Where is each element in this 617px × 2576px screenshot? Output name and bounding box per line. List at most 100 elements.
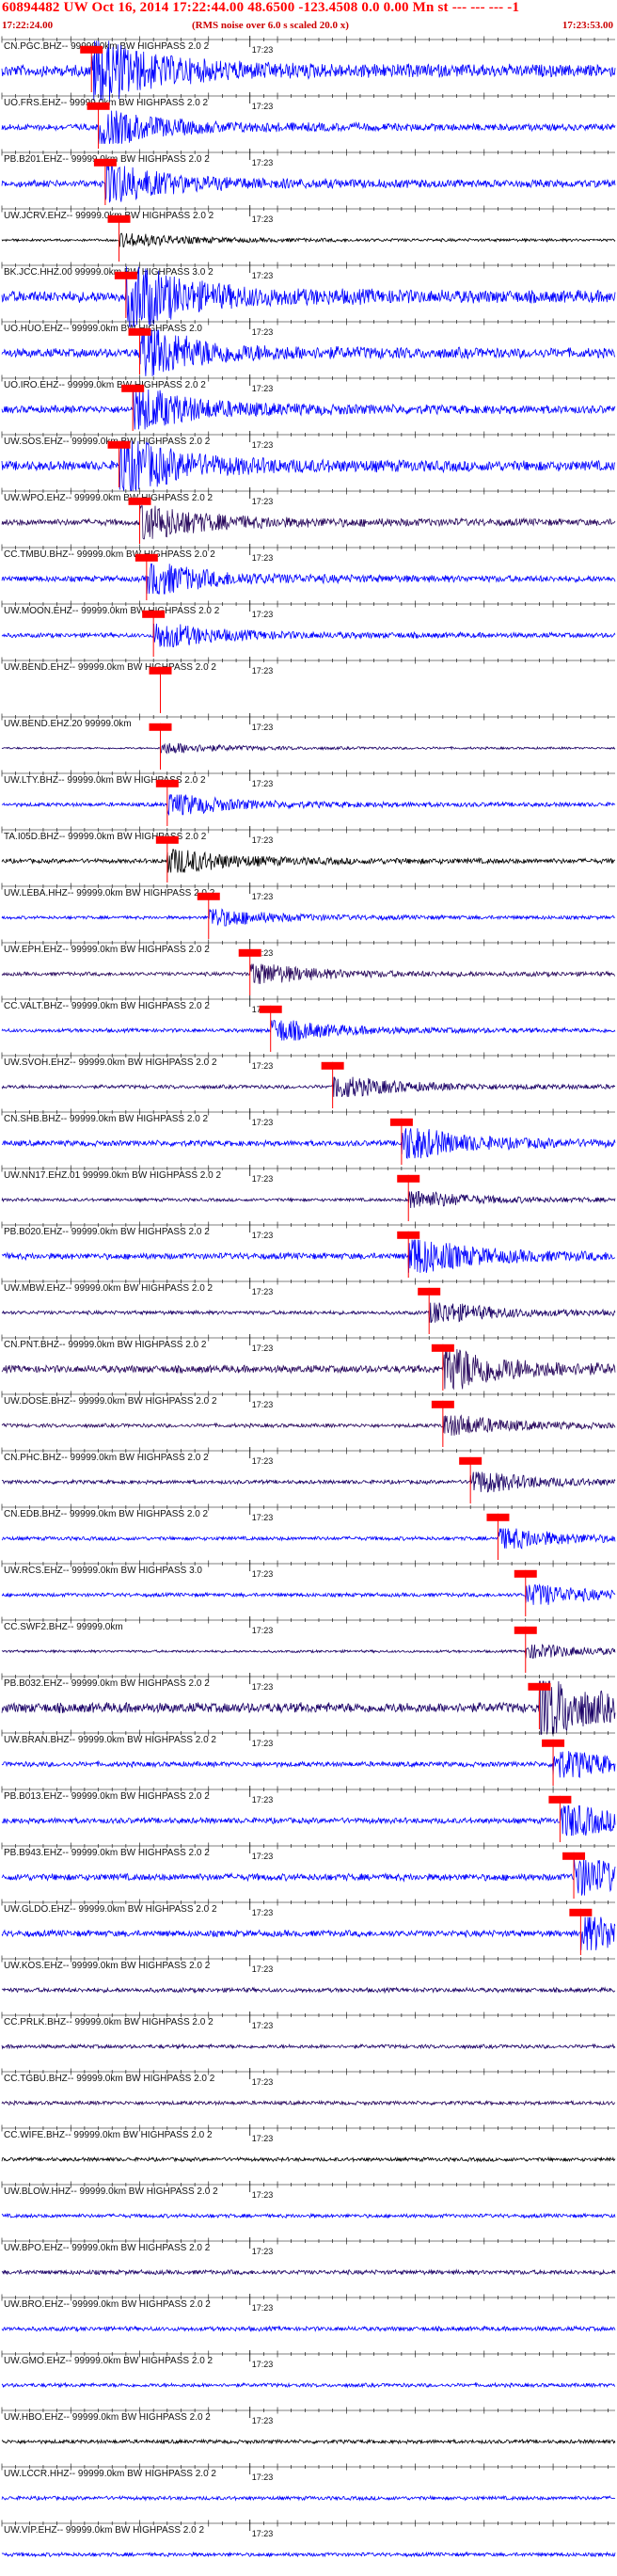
waveform-trace	[1, 505, 616, 540]
trace-row: 17:23 UW.EPH.EHZ-- 99999.0km BW HIGHPASS …	[1, 939, 616, 995]
waveform-trace	[1, 1751, 616, 1779]
minute-tick-label: 17:23	[252, 948, 274, 958]
waveform-trace	[1, 1191, 616, 1209]
channel-label: UW.DOSE.BHZ-- 99999.0km BW HIGHPASS 2.0 …	[4, 1396, 217, 1407]
waveform-trace	[1, 2551, 616, 2558]
minute-tick-label: 17:23	[252, 2360, 274, 2369]
trace-row: 17:23 PB.B032.EHZ-- 99999.0km BW HIGHPASS…	[1, 1673, 616, 1735]
waveform-trace	[1, 2381, 616, 2389]
minute-tick-label: 17:23	[252, 2416, 274, 2425]
channel-label: UW.BEND.EHZ.20 99999.0km	[4, 719, 132, 729]
waveform-trace	[1, 849, 615, 873]
trace-row: 17:23 UW.SOS.EHZ-- 99999.0km BW HIGHPASS …	[1, 431, 616, 492]
minute-tick-label: 17:23	[252, 215, 274, 224]
channel-label: CN.SHB.BHZ-- 99999.0km BW HIGHPASS 2.0 2	[4, 1114, 209, 1124]
channel-label: UW.MBW.EHZ-- 99999.0km BW HIGHPASS 2.0 2	[4, 1283, 214, 1294]
channel-label: PB.B013.EHZ-- 99999.0km BW HIGHPASS 2.0 …	[4, 1791, 210, 1802]
trace-row: 17:23 CC.TMBU.BHZ-- 99999.0km BW HIGHPASS…	[1, 544, 616, 600]
minute-tick-label: 17:23	[252, 835, 274, 845]
channel-label: UW.WPO.EHZ-- 99999.0km BW HIGHPASS 2.0 2	[4, 493, 214, 503]
channel-label: CN.PGC.BHZ-- 99999.0km BW HIGHPASS 2.0 2	[4, 41, 210, 52]
trace-row: 17:23 UO.IRO.EHZ-- 99999.0km BW HIGHPASS …	[1, 374, 616, 431]
waveform-trace	[1, 1583, 616, 1605]
trace-row: 17:23 UW.NN17.EHZ.01 99999.0km BW HIGHPAS…	[1, 1165, 616, 1221]
minute-tick-label: 17:23	[252, 1513, 274, 1522]
waveform-trace	[1, 2268, 616, 2277]
minute-tick-label: 17:23	[252, 2021, 274, 2030]
channel-label: UW.HBO.EHZ-- 99999.0km BW HIGHPASS 2.0 2	[4, 2412, 211, 2423]
waveform-trace	[1, 1076, 616, 1097]
channel-label: UW.LEBA.HHZ-- 99999.0km BW HIGHPASS 2.0 …	[4, 888, 215, 898]
channel-label: UW.BPO.EHZ-- 99999.0km BW HIGHPASS 2.0 2	[4, 2243, 211, 2253]
minute-tick-label: 17:23	[252, 1626, 274, 1635]
trace-row: 17:23 CC.TGBU.BHZ-- 99999.0km BW HIGHPASS…	[1, 2068, 616, 2107]
channel-label: UW.EPH.EHZ-- 99999.0km BW HIGHPASS 2.0 2	[4, 945, 210, 955]
waveform-trace	[1, 2494, 616, 2502]
minute-tick-label: 17:23	[252, 2247, 274, 2256]
waveform-trace	[1, 1020, 616, 1041]
waveform-trace	[1, 232, 616, 247]
trace-row: 17:23 CC.WIFE.BHZ-- 99999.0km BW HIGHPASS…	[1, 2124, 616, 2163]
minute-tick-label: 17:23	[252, 327, 274, 337]
trace-row: 17:23 UW.BPO.EHZ-- 99999.0km BW HIGHPASS …	[1, 2237, 616, 2277]
waveform-trace	[1, 1528, 616, 1550]
minute-tick-label: 17:23	[252, 271, 274, 280]
trace-row: 17:23 UW.KOS.EHZ-- 99999.0km BW HIGHPASS …	[1, 1955, 616, 1995]
channel-label: UW.BRAN.BHZ-- 99999.0km BW HIGHPASS 2.0 …	[4, 1735, 216, 1745]
channel-label: TA.I05D.BHZ-- 99999.0km BW HIGHPASS 2.0 …	[4, 832, 207, 842]
trace-row: 17:23 UW.GLDO.EHZ-- 99999.0km BW HIGHPASS…	[1, 1899, 616, 1955]
channel-label: UO.IRO.EHZ-- 99999.0km BW HIGHPASS 2.0 2	[4, 380, 206, 390]
minute-tick-label: 17:23	[252, 2077, 274, 2087]
channel-label: UW.NN17.EHZ.01 99999.0km BW HIGHPASS 2.0…	[4, 1170, 221, 1181]
minute-tick-label: 17:23	[252, 1795, 274, 1805]
channel-label: UW.SVOH.EHZ-- 99999.0km BW HIGHPASS 2.0 …	[4, 1057, 217, 1068]
channel-label: CC.WIFE.BHZ-- 99999.0km BW HIGHPASS 2.0 …	[4, 2130, 213, 2140]
minute-tick-label: 17:23	[252, 440, 274, 450]
waveform-trace	[1, 2212, 616, 2219]
minute-tick-label: 17:23	[252, 2529, 274, 2538]
trace-row: 17:23 UW.RCS.EHZ-- 99999.0km BW HIGHPASS …	[1, 1560, 616, 1616]
noise-note: (RMS noise over 6.0 s scaled 20.0 x)	[192, 20, 349, 31]
waveform-trace	[1, 110, 616, 144]
minute-tick-label: 17:23	[252, 1682, 274, 1692]
waveform-trace	[1, 793, 616, 817]
waveform-trace	[1, 1644, 616, 1659]
trace-row: 17:23 CN.PHC.BHZ-- 99999.0km BW HIGHPASS …	[1, 1447, 616, 1503]
waveform-trace	[1, 1348, 616, 1391]
trace-row: 17:23 UW.WPO.EHZ-- 99999.0km BW HIGHPASS …	[1, 487, 616, 544]
channel-label: BK.JCC.HHZ.00 99999.0km BW HIGHPASS 3.0 …	[4, 267, 214, 278]
trace-row: 17:23 UW.BEND.EHZ-- 99999.0km BW HIGHPASS…	[1, 657, 615, 713]
minute-tick-label: 17:23	[252, 1231, 274, 1240]
minute-tick-label: 17:23	[252, 45, 274, 55]
waveform-trace	[1, 963, 616, 984]
waveform-trace	[1, 1858, 616, 1896]
waveform-trace	[1, 2438, 616, 2445]
minute-tick-label: 17:23	[252, 1456, 274, 1466]
waveform-trace	[1, 440, 616, 492]
minute-tick-label: 17:23	[252, 892, 274, 901]
trace-row: 17:23 PB.B020.EHZ-- 99999.0km BW HIGHPASS…	[1, 1221, 616, 1278]
plot-header: 60894482 UW Oct 16, 2014 17:22:44.00 48.…	[0, 0, 617, 36]
minute-tick-label: 17:23	[252, 102, 274, 111]
waveform-trace	[2, 1128, 616, 1160]
channel-label: UW.BRO.EHZ-- 99999.0km BW HIGHPASS 2.0 2	[4, 2299, 211, 2310]
channel-label: UW.MOON.EHZ-- 99999.0km BW HIGHPASS 2.0 …	[4, 606, 220, 616]
trace-row: 17:23 UW.LEBA.HHZ-- 99999.0km BW HIGHPASS…	[1, 883, 616, 939]
trace-row: 17:23 UW.HBO.EHZ-- 99999.0km BW HIGHPASS …	[1, 2407, 616, 2445]
trace-row: 17:23 UO.HUO.EHZ-- 99999.0km BW HIGHPASS …	[1, 318, 616, 376]
minute-tick-label: 17:23	[252, 1400, 274, 1409]
channel-label: UW.KOS.EHZ-- 99999.0km BW HIGHPASS 2.0 2	[4, 1961, 211, 1971]
waveform-trace	[1, 328, 616, 376]
channel-label: CC.TMBU.BHZ-- 99999.0km BW HIGHPASS 2.0 …	[4, 549, 215, 560]
trace-row: 17:23 UW.SVOH.EHZ-- 99999.0km BW HIGHPASS…	[1, 1052, 616, 1108]
channel-label: UW.VIP.EHZ-- 99999.0km BW HIGHPASS 2.0 2	[4, 2525, 204, 2536]
trace-row: 17:23 UW.BRO.EHZ-- 99999.0km BW HIGHPASS …	[1, 2294, 616, 2332]
waveform-trace	[1, 623, 616, 647]
minute-tick-label: 17:23	[252, 158, 274, 167]
waveform-trace	[1, 1471, 616, 1493]
minute-tick-label: 17:23	[252, 1287, 274, 1296]
channel-label: CN.PHC.BHZ-- 99999.0km BW HIGHPASS 2.0 2	[4, 1453, 209, 1463]
